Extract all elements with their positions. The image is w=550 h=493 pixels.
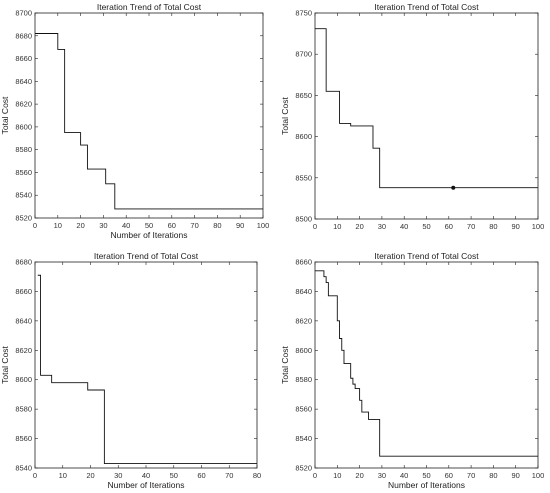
x-tick-label: 50	[145, 221, 153, 230]
x-tick-label: 20	[355, 471, 363, 480]
y-tick-label: 8540	[15, 464, 32, 473]
y-tick-label: 8640	[295, 287, 312, 296]
x-tick-label: 10	[333, 471, 341, 480]
y-tick-label: 8560	[295, 405, 312, 414]
y-tick-label: 8580	[295, 375, 312, 384]
y-tick-label: 8620	[295, 316, 312, 325]
series-line-0	[315, 270, 538, 457]
chart-title: Iteration Trend of Total Cost	[374, 251, 479, 261]
x-tick-label: 50	[170, 471, 178, 480]
x-tick-label: 70	[467, 222, 475, 231]
x-tick-label: 80	[213, 221, 221, 230]
x-tick-label: 40	[142, 471, 150, 480]
data-point-marker	[451, 185, 456, 190]
x-tick-label: 100	[257, 221, 270, 230]
y-tick-label: 8560	[15, 168, 32, 177]
x-tick-label: 40	[122, 221, 130, 230]
x-tick-label: 70	[467, 471, 475, 480]
y-tick-label: 8600	[15, 375, 32, 384]
x-tick-label: 0	[313, 222, 317, 231]
chart-panel-top-left: 0 10 20 30 40 50 60 70 80 90 100 8520 8540 8560 8580 86…	[0, 2, 269, 240]
x-tick-label: 30	[99, 221, 107, 230]
x-tick-label: 10	[333, 222, 341, 231]
chart-title: Iteration Trend of Total Cost	[97, 2, 202, 12]
x-tick-label: 90	[512, 471, 520, 480]
x-tick-label: 40	[400, 222, 408, 231]
y-tick-label: 8600	[295, 346, 312, 355]
y-tick-label: 8700	[15, 9, 32, 18]
x-tick-label: 60	[197, 471, 205, 480]
y-tick-label: 8520	[295, 464, 312, 473]
y-axis-label: Total Cost	[280, 96, 290, 134]
x-tick-label: 90	[236, 221, 244, 230]
x-tick-label: 50	[422, 222, 430, 231]
y-axis-label: Total Cost	[0, 345, 10, 383]
series-line-0	[37, 274, 257, 465]
chart-panel-top-right: 0 10 20 30 40 50 60 70 80 90 100 8500 8550 8600 8650 87…	[280, 2, 544, 231]
y-tick-label: 8680	[15, 31, 32, 40]
y-tick-label: 8620	[15, 100, 32, 109]
x-tick-label: 0	[313, 471, 317, 480]
chart-panel-bottom-right: 0 10 20 30 40 50 60 70 80 90 100 8520 8540 8560 8580 86…	[280, 251, 544, 490]
x-axis-label: Number of Iterations	[388, 480, 465, 490]
y-tick-label: 8540	[15, 191, 32, 200]
x-tick-label: 100	[532, 471, 545, 480]
x-axis-label: Number of Iterations	[110, 230, 187, 240]
x-tick-label: 60	[445, 222, 453, 231]
x-tick-label: 40	[400, 471, 408, 480]
y-tick-label: 8600	[295, 132, 312, 141]
x-tick-label: 0	[33, 221, 37, 230]
x-tick-label: 0	[33, 471, 37, 480]
x-tick-label: 80	[489, 222, 497, 231]
y-tick-label: 8660	[15, 54, 32, 63]
x-tick-label: 20	[86, 471, 94, 480]
y-tick-label: 8500	[295, 215, 312, 224]
x-tick-label: 70	[225, 471, 233, 480]
y-tick-label: 8560	[15, 434, 32, 443]
x-tick-label: 30	[378, 471, 386, 480]
series-line-0	[315, 28, 538, 189]
y-tick-label: 8550	[295, 173, 312, 182]
x-tick-label: 30	[378, 222, 386, 231]
x-tick-label: 70	[190, 221, 198, 230]
x-tick-label: 10	[54, 221, 62, 230]
y-tick-label: 8640	[15, 316, 32, 325]
plot-frame	[314, 261, 539, 469]
x-tick-label: 30	[114, 471, 122, 480]
y-tick-label: 8640	[15, 77, 32, 86]
x-tick-label: 20	[355, 222, 363, 231]
y-tick-label: 8700	[295, 50, 312, 59]
x-axis-label: Number of Iterations	[107, 480, 184, 490]
y-axis-label: Total Cost	[280, 345, 290, 383]
y-tick-label: 8750	[295, 9, 312, 18]
y-tick-label: 8620	[15, 346, 32, 355]
y-tick-label: 8540	[295, 434, 312, 443]
x-tick-label: 50	[422, 471, 430, 480]
chart-panel-bottom-left: 0 10 20 30 40 50 60 70 80 8540 8560 8580 8600 8620 864…	[0, 251, 261, 490]
y-tick-label: 8520	[15, 214, 32, 223]
x-tick-label: 80	[253, 471, 261, 480]
y-tick-label: 8660	[295, 258, 312, 267]
plot-frame	[34, 261, 258, 469]
x-tick-label: 80	[489, 471, 497, 480]
y-tick-label: 8580	[15, 145, 32, 154]
y-axis-label: Total Cost	[0, 96, 10, 134]
y-tick-label: 8600	[15, 122, 32, 131]
y-tick-label: 8580	[15, 405, 32, 414]
y-tick-label: 8660	[15, 287, 32, 296]
y-tick-label: 8680	[15, 258, 32, 267]
x-tick-label: 10	[59, 471, 67, 480]
x-tick-label: 20	[76, 221, 84, 230]
chart-title: Iteration Trend of Total Cost	[94, 251, 199, 261]
y-tick-label: 8650	[295, 91, 312, 100]
x-tick-label: 90	[512, 222, 520, 231]
x-tick-label: 60	[168, 221, 176, 230]
series-line-0	[35, 33, 263, 210]
x-tick-label: 60	[445, 471, 453, 480]
plot-frame	[34, 12, 264, 219]
x-tick-label: 100	[532, 222, 545, 231]
chart-title: Iteration Trend of Total Cost	[374, 2, 479, 12]
